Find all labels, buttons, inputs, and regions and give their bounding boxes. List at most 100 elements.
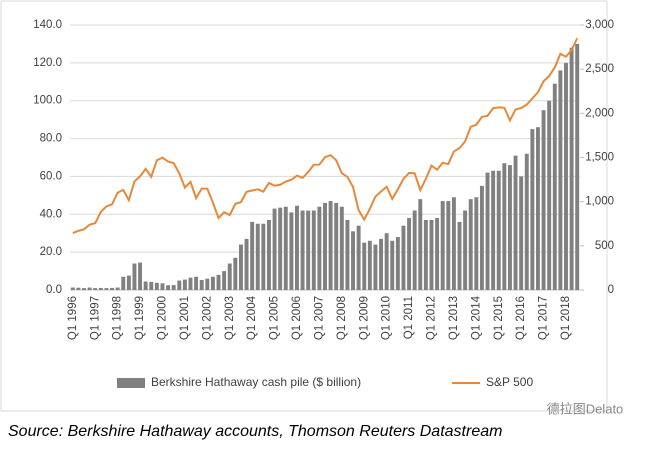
bar xyxy=(283,206,288,290)
bar xyxy=(379,238,384,290)
bar xyxy=(474,197,479,290)
x-tick-label: Q1 2006 xyxy=(291,296,303,340)
bar xyxy=(362,242,367,290)
watermark: 德拉图Delato xyxy=(547,401,624,416)
bar xyxy=(205,278,210,290)
bar xyxy=(98,287,103,290)
bar xyxy=(278,207,283,290)
legend-label: Berkshire Hathaway cash pile ($ billion) xyxy=(151,375,361,389)
bar xyxy=(199,279,204,290)
bar xyxy=(558,70,563,290)
bar xyxy=(541,110,546,290)
y2-tick-label: 0 xyxy=(608,284,614,296)
line xyxy=(72,37,579,234)
bar xyxy=(261,223,266,290)
bar xyxy=(356,225,361,290)
x-tick-label: Q1 2002 xyxy=(201,296,213,340)
bar xyxy=(373,244,378,290)
x-tick-label: Q1 2007 xyxy=(313,296,325,340)
bar xyxy=(496,170,501,290)
bar xyxy=(367,240,372,290)
y2-tick-label: 2,500 xyxy=(585,63,614,75)
x-tick-label: Q1 1996 xyxy=(67,296,79,340)
y2-tick-label: 3,000 xyxy=(585,19,614,31)
bar xyxy=(255,223,260,290)
bar xyxy=(407,218,412,290)
bar xyxy=(524,153,529,290)
bar xyxy=(76,287,81,290)
bar xyxy=(351,231,355,290)
bar xyxy=(266,219,271,290)
y2-tick-label: 1,500 xyxy=(585,152,614,164)
x-tick-label: Q1 2015 xyxy=(493,296,505,340)
bar xyxy=(233,257,238,290)
bar xyxy=(104,288,109,290)
bar xyxy=(485,172,490,290)
y-tick-label: 60.0 xyxy=(40,170,62,182)
bar xyxy=(300,210,305,290)
bar xyxy=(306,210,311,290)
x-tick-label: Q1 2005 xyxy=(269,296,281,340)
bar xyxy=(70,287,75,290)
x-tick-label: Q1 2004 xyxy=(246,295,258,340)
y2-tick-label: 2,000 xyxy=(585,107,614,119)
bar xyxy=(126,275,131,290)
x-tick-label: Q1 2000 xyxy=(157,296,169,340)
legend-label: S&P 500 xyxy=(486,375,533,389)
y-tick-label: 140.0 xyxy=(33,19,62,31)
bar xyxy=(194,276,199,290)
bar xyxy=(468,199,473,290)
bar xyxy=(138,262,143,290)
x-tick-label: Q1 2003 xyxy=(224,296,236,340)
bar xyxy=(440,201,445,290)
x-tick-label: Q1 1998 xyxy=(112,296,124,340)
bar xyxy=(132,263,137,290)
bar xyxy=(160,283,165,290)
x-tick-label: Q1 2010 xyxy=(381,296,393,340)
bar xyxy=(171,285,176,290)
bar xyxy=(519,176,524,290)
bar xyxy=(412,210,417,290)
bar xyxy=(182,279,187,290)
bar xyxy=(317,206,322,290)
legend-swatch xyxy=(117,378,145,388)
bar xyxy=(536,127,540,290)
bar xyxy=(295,205,299,290)
bar xyxy=(143,281,148,290)
bar xyxy=(82,288,86,290)
bar xyxy=(401,225,406,290)
bar xyxy=(463,210,468,290)
x-tick-label: Q1 2013 xyxy=(448,296,460,340)
x-tick-label: Q1 2001 xyxy=(179,296,191,340)
bar xyxy=(479,185,484,290)
x-tick-label: Q1 2014 xyxy=(470,295,482,340)
bar xyxy=(216,274,221,290)
x-tick-label: Q1 2012 xyxy=(426,296,438,340)
bar xyxy=(564,62,568,290)
bar xyxy=(272,208,277,290)
bar xyxy=(513,155,518,290)
y-tick-label: 80.0 xyxy=(40,133,62,145)
bar xyxy=(395,237,400,290)
x-tick-label: Q1 2008 xyxy=(336,296,348,340)
bar xyxy=(177,280,182,290)
bar xyxy=(210,276,215,290)
bar xyxy=(222,271,227,290)
bar xyxy=(457,221,462,290)
bar xyxy=(451,197,456,290)
y-tick-label: 0.0 xyxy=(46,284,62,296)
bar xyxy=(384,233,389,290)
x-tick-label: Q1 2016 xyxy=(515,296,527,340)
bar xyxy=(115,287,120,290)
y-tick-label: 40.0 xyxy=(40,208,62,220)
x-tick-label: Q1 2009 xyxy=(358,296,370,340)
y2-tick-label: 500 xyxy=(595,240,614,252)
bar xyxy=(121,276,126,290)
y2-tick-label: 1,000 xyxy=(585,196,614,208)
bar xyxy=(507,165,512,290)
bar xyxy=(328,201,333,290)
bar xyxy=(502,163,507,290)
chart-frame xyxy=(0,0,608,412)
x-tick-label: Q1 1999 xyxy=(134,296,146,340)
